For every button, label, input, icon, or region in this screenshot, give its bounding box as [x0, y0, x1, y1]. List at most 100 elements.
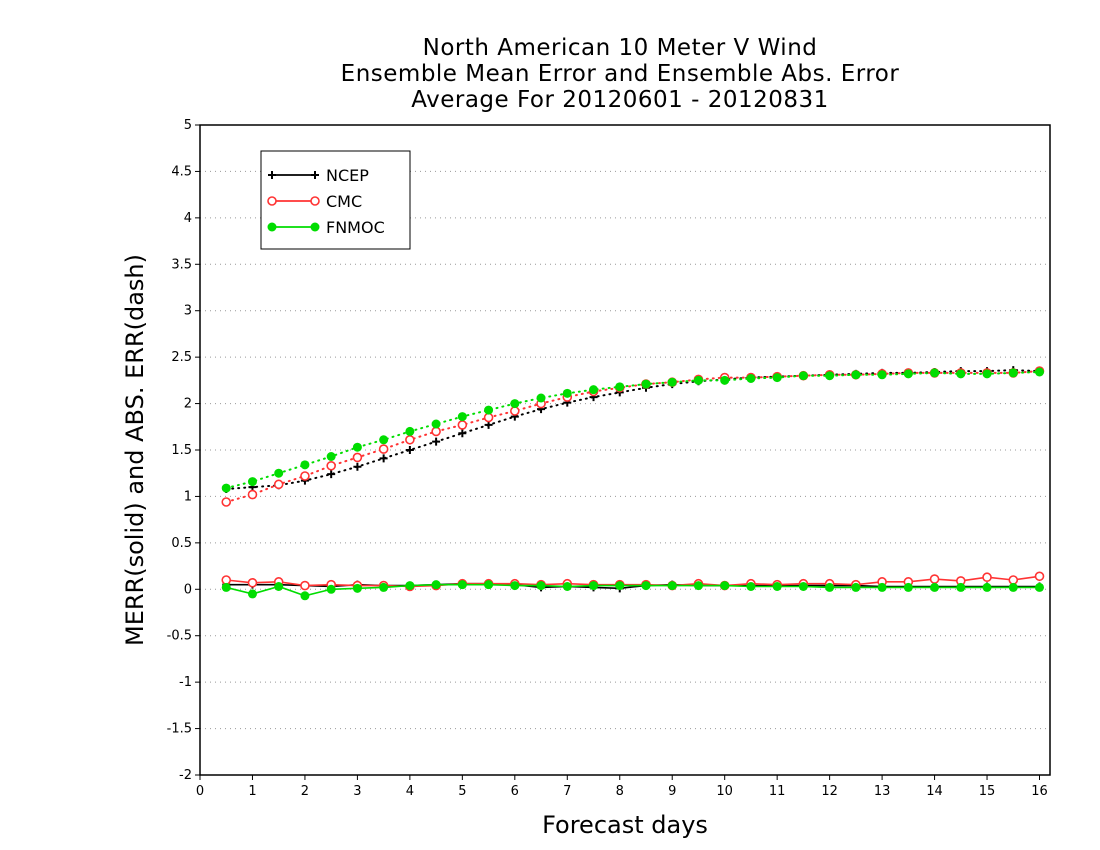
series-fnmoc-merr-point [1008, 582, 1018, 592]
series-fnmoc-abs-err-point [326, 452, 336, 461]
series-fnmoc-merr-point [379, 582, 389, 592]
x-tick-label: 15 [979, 784, 996, 799]
series-fnmoc-merr-point [405, 581, 415, 591]
legend-ncep-marker-left [268, 171, 276, 179]
y-tick-label: -1 [179, 675, 192, 690]
y-tick-label: 3.5 [171, 257, 192, 272]
series-cmc-abs-err-point [326, 460, 336, 471]
series-fnmoc-abs-err-point [1008, 368, 1018, 378]
y-tick-label: 0.5 [171, 536, 192, 551]
x-tick-label: 2 [301, 784, 309, 799]
x-tick-label: 3 [353, 784, 361, 799]
x-axis: 0 1 2 3 4 5 6 7 8 9 10 11 12 13 14 15 16 [196, 775, 1048, 799]
series-fnmoc-abs-err-point [484, 405, 494, 415]
x-axis-label: Forecast days [542, 811, 708, 839]
series-cmc-abs-err-point [378, 444, 389, 454]
series-fnmoc-merr-point [720, 581, 730, 591]
series-fnmoc-merr-point [877, 582, 887, 592]
series-fnmoc-abs-err-point [930, 368, 940, 378]
series-ncep-abs-err-point [327, 470, 336, 479]
series-fnmoc-merr-point [693, 581, 703, 591]
legend-cmc-marker-right [310, 196, 320, 206]
series-fnmoc-merr-point [510, 581, 520, 591]
legend-fnmoc-marker-left [267, 222, 277, 232]
x-tick-label: 0 [196, 784, 204, 799]
y-tick-label: 1.5 [171, 443, 192, 458]
y-tick-label: 0 [184, 582, 192, 597]
chart-title-line-2: Ensemble Mean Error and Ensemble Abs. Er… [340, 61, 900, 87]
series-fnmoc-abs-err-point [798, 371, 808, 381]
series-fnmoc-merr-point [641, 581, 651, 591]
series-cmc-merr-point [221, 575, 232, 585]
series-cmc-abs-err-point [457, 420, 468, 430]
series-fnmoc-merr-point [247, 589, 257, 599]
series-cmc-abs-err-point [300, 471, 310, 481]
series-fnmoc-merr-point [772, 582, 782, 591]
series-fnmoc-merr-point [982, 582, 992, 592]
chart-title-line-3: Average For 20120601 - 20120831 [411, 87, 829, 113]
series-cmc-merr-point [300, 580, 310, 591]
series-ncep-abs-err-line [225, 369, 1041, 490]
legend: NCEP CMC FNMOC [260, 150, 411, 250]
legend-cmc-marker-left [267, 196, 277, 206]
series-cmc-abs-err-point [273, 479, 284, 490]
series-cmc-abs-err-point [510, 406, 520, 416]
x-tick-label: 7 [563, 784, 571, 799]
series-cmc-abs-err-point [247, 489, 258, 500]
series-fnmoc-abs-err-point [352, 442, 362, 452]
x-tick-label: 1 [248, 784, 256, 799]
series-fnmoc-abs-err-point [300, 460, 310, 470]
series-fnmoc-merr-point [1035, 582, 1045, 592]
series-fnmoc [221, 367, 1045, 601]
x-tick-label: 8 [616, 784, 624, 799]
series-fnmoc-merr-point [825, 582, 835, 592]
series-fnmoc-abs-err-point [903, 369, 913, 379]
series-fnmoc-abs-err-point [431, 419, 441, 429]
series-ncep-abs-err-point [353, 462, 362, 471]
legend-ncep-label: NCEP [326, 166, 369, 185]
series-fnmoc-merr-point [431, 580, 441, 590]
x-tick-label: 16 [1031, 784, 1048, 799]
series-cmc-abs-err-point [221, 497, 232, 507]
series-fnmoc-abs-err-point [510, 399, 520, 409]
x-tick-label: 9 [668, 784, 676, 799]
y-axis-label: MERR(solid) and ABS. ERR(dash) [121, 254, 149, 646]
x-tick-label: 11 [769, 784, 786, 799]
series-fnmoc-abs-err-point [247, 477, 257, 487]
series-fnmoc-abs-err-point [772, 373, 782, 383]
series-fnmoc-merr-point [589, 581, 599, 591]
x-tick-label: 14 [926, 784, 943, 799]
series-cmc-merr-point [1008, 575, 1019, 585]
series-fnmoc-merr-point [274, 582, 284, 591]
series-fnmoc-abs-err-point [562, 388, 572, 398]
series-fnmoc-merr-point [300, 591, 310, 601]
series-ncep-abs-err-point [405, 446, 414, 454]
series-fnmoc-abs-err-point [956, 369, 966, 379]
series-fnmoc-merr-point [798, 582, 808, 591]
x-tick-label: 6 [511, 784, 519, 799]
y-tick-label: 2 [184, 397, 192, 412]
series-fnmoc-abs-err-point [982, 369, 992, 379]
series-fnmoc-merr-point [484, 580, 494, 590]
grid-lines [200, 170, 1050, 730]
series-fnmoc-merr-point [615, 581, 625, 591]
y-tick-label: -0.5 [167, 629, 192, 644]
legend-box [260, 150, 411, 250]
y-tick-label: 3 [184, 304, 192, 319]
series-fnmoc-abs-err-point [693, 375, 703, 385]
y-tick-label: -1.5 [167, 722, 192, 737]
series-fnmoc-abs-err-point [851, 370, 861, 380]
series-fnmoc-merr-point [562, 582, 572, 591]
series-fnmoc-abs-err-point [720, 375, 730, 385]
series-fnmoc-merr-point [326, 584, 336, 594]
series-ncep-abs-err-point [379, 454, 388, 463]
series-cmc-merr-point [929, 574, 940, 584]
series-fnmoc-abs-err-point [825, 371, 835, 381]
y-tick-label: -2 [179, 768, 192, 783]
x-tick-label: 13 [874, 784, 891, 799]
series-cmc [221, 366, 1045, 592]
series-fnmoc-merr-point [536, 581, 546, 591]
series-cmc-merr-point [1034, 571, 1045, 582]
series-fnmoc-abs-err-point [221, 483, 231, 493]
